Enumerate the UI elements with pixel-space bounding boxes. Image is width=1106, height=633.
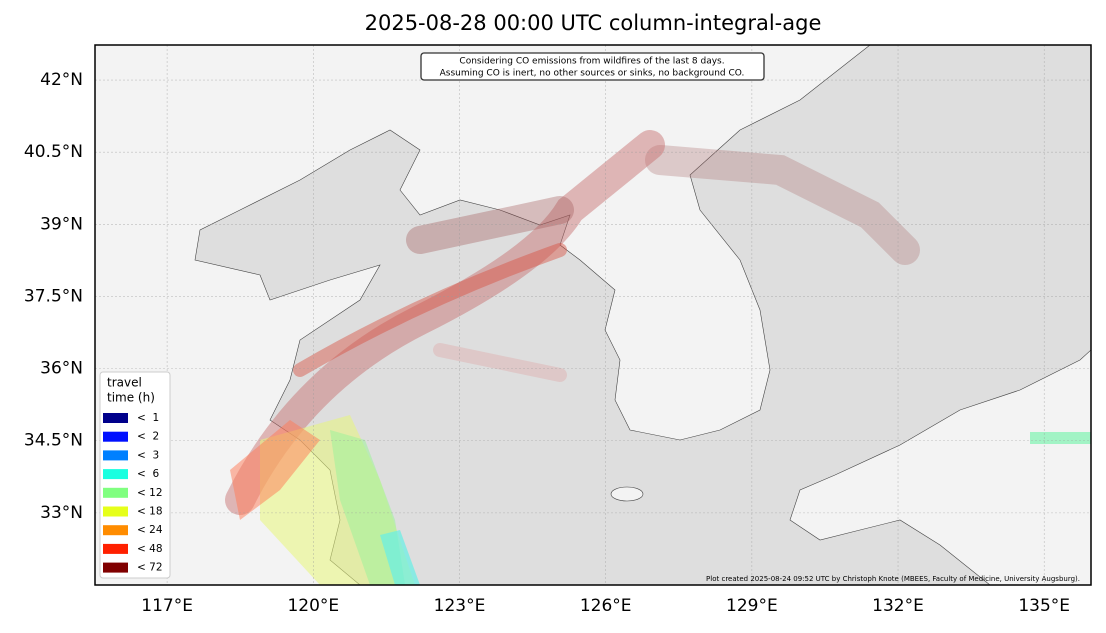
legend-label: < 2 xyxy=(137,431,159,443)
y-tick-label: 39°N xyxy=(40,214,83,234)
annotation-line: Assuming CO is inert, no other sources o… xyxy=(440,69,745,79)
x-tick-label: 132°E xyxy=(872,596,924,616)
credit: Plot created 2025-08-24 09:52 UTC by Chr… xyxy=(706,575,1080,583)
jeju xyxy=(610,486,644,502)
legend-label: < 3 xyxy=(137,449,159,461)
legend-title: time (h) xyxy=(107,391,155,405)
y-tick-label: 40.5°N xyxy=(24,142,83,162)
legend-label: < 12 xyxy=(137,487,163,499)
legend-label: < 48 xyxy=(137,543,163,555)
plume-orange xyxy=(230,420,320,520)
legend-label: < 24 xyxy=(137,524,163,536)
legend-swatch xyxy=(103,543,128,554)
annotation: Considering CO emissions from wildfires … xyxy=(420,52,765,81)
y-tick-label: 37.5°N xyxy=(24,286,83,306)
legend-swatch xyxy=(103,469,128,480)
legend-swatch xyxy=(103,506,128,517)
x-tick-label: 120°E xyxy=(287,596,339,616)
japan xyxy=(789,349,1091,585)
map-title: 2025-08-28 00:00 UTC column-integral-age xyxy=(365,11,822,35)
legend-swatch xyxy=(103,487,128,498)
y-tick-label: 34.5°N xyxy=(24,431,83,451)
annotation-box xyxy=(420,52,765,81)
x-tick-label: 117°E xyxy=(141,596,193,616)
legend-title: travel xyxy=(107,376,142,390)
legend-label: < 6 xyxy=(137,468,159,480)
x-tick-label: 126°E xyxy=(580,596,632,616)
legend-label: < 18 xyxy=(137,506,163,518)
map-frame xyxy=(94,44,1092,586)
x-tick-label: 129°E xyxy=(726,596,778,616)
legend-swatch xyxy=(103,413,128,423)
legend-label: < 72 xyxy=(137,562,163,574)
y-tick-label: 33°N xyxy=(40,503,83,523)
x-tick-label: 135°E xyxy=(1018,596,1070,616)
legend-swatch xyxy=(103,525,128,536)
x-tick-label: 123°E xyxy=(434,596,486,616)
y-tick-label: 42°N xyxy=(40,70,83,90)
sea xyxy=(194,45,1091,585)
y-tick-label: 36°N xyxy=(40,359,83,379)
legend-swatch xyxy=(103,562,128,573)
legend-swatch xyxy=(103,450,128,461)
legend-swatch xyxy=(103,431,128,442)
plume-cyan xyxy=(380,530,420,585)
map-area xyxy=(95,45,1091,585)
legend-label: < 1 xyxy=(137,412,159,424)
plume-japan xyxy=(1030,432,1091,444)
annotation-line: Considering CO emissions from wildfires … xyxy=(459,57,724,67)
